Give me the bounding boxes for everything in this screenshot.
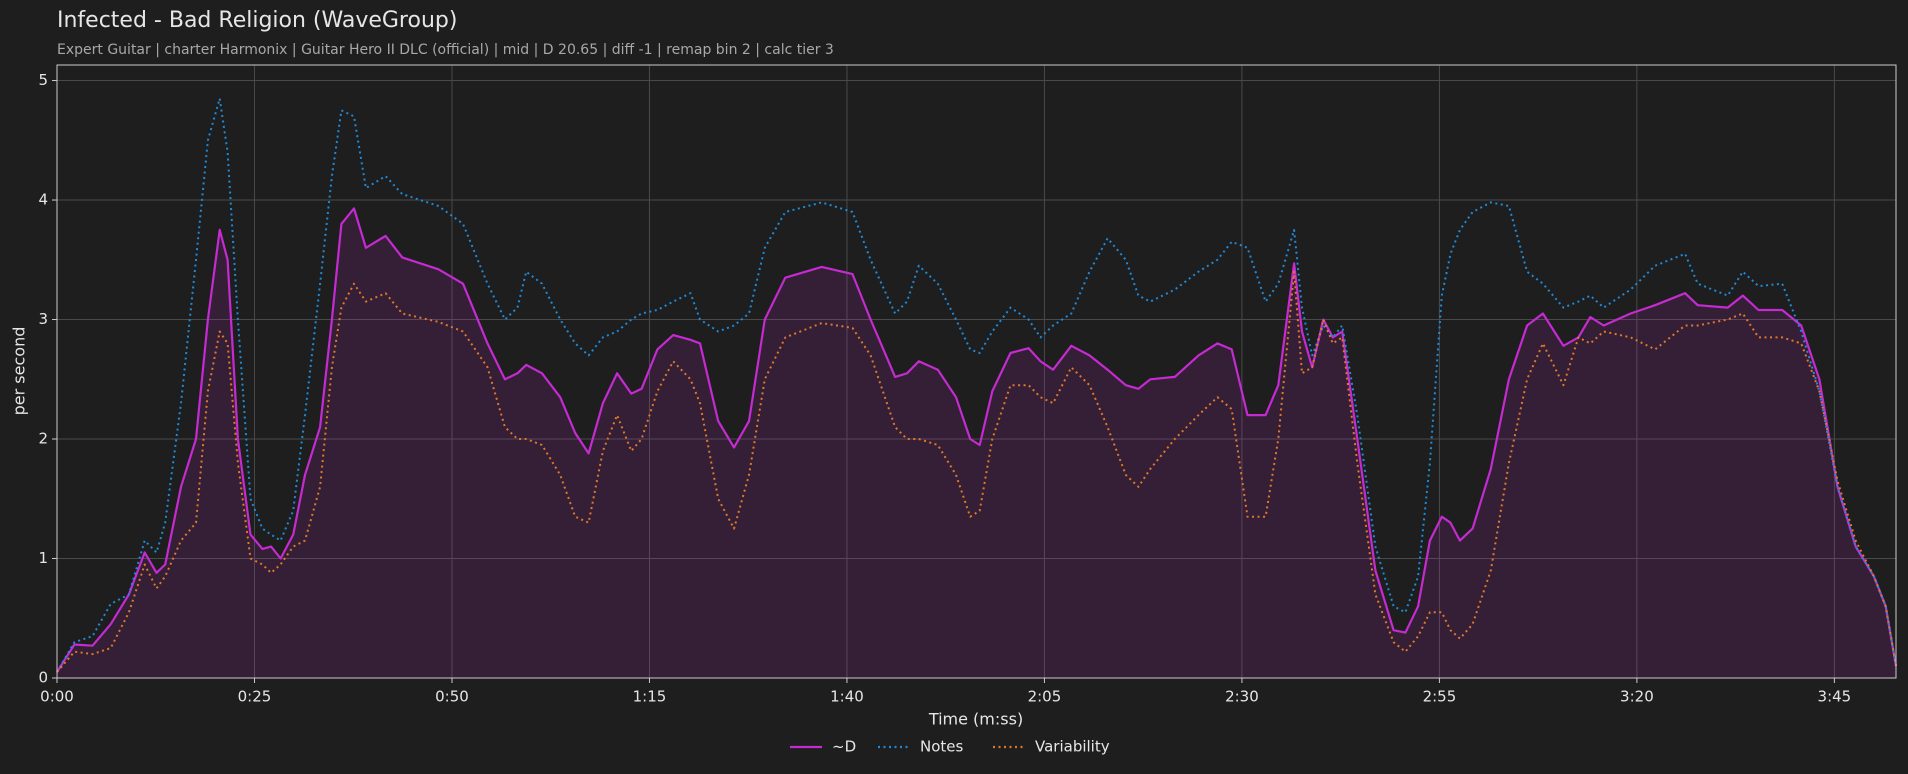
x-tick-label: 1:40 [830,688,864,706]
x-tick-label: 0:50 [435,688,469,706]
x-tick-label: 3:20 [1620,688,1654,706]
x-axis-label: Time (m:ss) [928,710,1023,729]
chart-title: Infected - Bad Religion (WaveGroup) [57,8,457,33]
y-tick-label: 0 [38,669,48,687]
y-tick-label: 3 [38,310,48,328]
x-tick-label: 2:05 [1028,688,1062,706]
x-tick-label: 0:00 [40,688,74,706]
legend-label: Variability [1035,738,1110,756]
x-tick-label: 3:45 [1818,688,1852,706]
y-tick-label: 5 [38,71,48,89]
x-tick-label: 0:25 [238,688,272,706]
series-line [56,270,1897,673]
legend-label: Notes [920,738,964,756]
legend-label: ~D [832,738,856,756]
series-line [56,207,1898,673]
plot-frame [56,64,1897,679]
y-axis-label: per second [10,327,29,416]
y-tick-label: 1 [38,549,48,567]
chart-subtitle: Expert Guitar | charter Harmonix | Guita… [57,42,834,58]
x-tick-label: 2:55 [1423,688,1457,706]
series-line [56,97,1897,673]
y-tick-label: 2 [38,430,48,448]
x-tick-label: 1:15 [633,688,667,706]
x-tick-label: 2:30 [1225,688,1259,706]
y-tick-label: 4 [38,191,48,209]
